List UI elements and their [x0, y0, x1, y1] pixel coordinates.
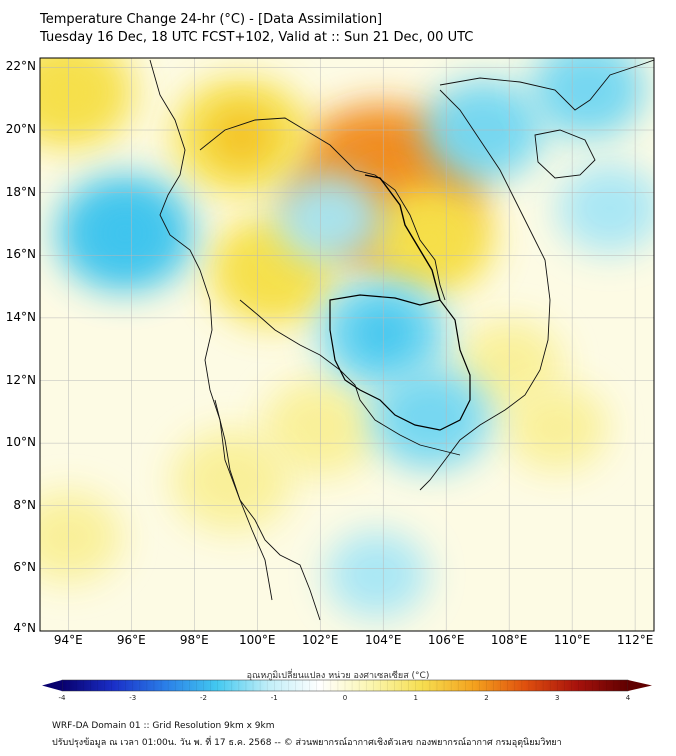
lon-label: 96°E: [116, 633, 146, 647]
cool-mekong-delta: [370, 367, 491, 469]
colorbar-tick-label: -1: [270, 694, 278, 702]
warm-nw-corner-core: [40, 65, 99, 119]
lon-label: 108°E: [490, 633, 528, 647]
colorbar-tick-label: 1: [413, 694, 418, 702]
colorbar-tick-label: -2: [200, 694, 207, 702]
lon-label: 94°E: [53, 633, 83, 647]
colorbar-tick-label: 3: [555, 694, 560, 702]
cool-south-china-sea: [530, 58, 646, 139]
map-gridlines: [40, 58, 654, 631]
lon-label: 106°E: [427, 633, 465, 647]
lat-label: 22°N: [5, 59, 36, 74]
warm-north-myanmar-core: [210, 108, 273, 164]
lat-label: 18°N: [5, 184, 36, 199]
colorbar: [42, 679, 652, 692]
warm-east-sea: [505, 384, 608, 471]
temperature-field: [40, 58, 654, 618]
colorbar-label: อุณหภูมิเปลี่ยนแปลง หน่วย องศาเซลเซียส (…: [246, 671, 430, 681]
colorbar-min-arrow: [42, 680, 62, 691]
lon-label: 98°E: [179, 633, 209, 647]
lon-label: 110°E: [553, 633, 591, 647]
colorbar-tick-label: 4: [625, 694, 631, 702]
lat-label: 14°N: [5, 309, 36, 324]
colorbar-tick-label: 0: [342, 694, 348, 702]
lat-label: 16°N: [5, 247, 36, 262]
colorbar-tick-label: -4: [58, 694, 66, 702]
lat-label: 4°N: [13, 621, 36, 635]
colorbar-tick-label: -3: [129, 694, 137, 702]
colorbar-tick-label: 2: [484, 694, 489, 702]
lat-label: 8°N: [13, 497, 36, 512]
lon-label: 102°E: [301, 633, 339, 647]
cool-south-sea: [325, 531, 428, 618]
warm-southwest: [40, 491, 122, 583]
map-title: Temperature Change 24-hr (°C) - [Data As…: [40, 12, 383, 27]
cool-central-north: [276, 172, 383, 263]
map-subtitle: Tuesday 16 Dec, 18 UTC FCST+102, Valid a…: [40, 30, 474, 45]
footer-domain-info: WRF-DA Domain 01 :: Grid Resolution 9km …: [52, 721, 275, 731]
coastlines-borders: [149, 59, 654, 621]
lon-label: 104°E: [364, 633, 402, 647]
warm-central-thailand-core: [244, 245, 302, 297]
lat-label: 12°N: [5, 372, 36, 387]
lat-label: 10°N: [5, 435, 36, 450]
cool-andaman-core: [94, 205, 156, 261]
footer-update-info: ปรับปรุงข้อมูล ณ เวลา 01:00น. วัน พ. ที่…: [52, 738, 562, 748]
map-frame: [39, 57, 655, 632]
lon-label: 112°E: [616, 633, 654, 647]
lat-label: 20°N: [5, 122, 36, 137]
lat-label: 6°N: [13, 560, 36, 575]
colorbar-max-arrow: [628, 680, 652, 691]
cool-hainan-east: [556, 163, 654, 254]
lon-label: 100°E: [239, 633, 276, 647]
warm-malay: [172, 429, 292, 532]
warm-vietnam-north-core: [401, 213, 460, 266]
